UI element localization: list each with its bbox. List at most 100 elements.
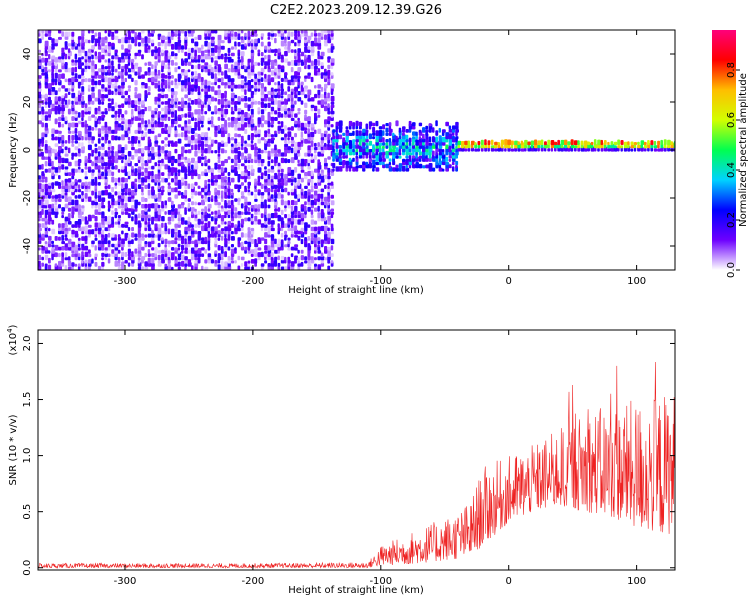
spectrogram-cell — [382, 145, 385, 149]
spectrogram-cell — [345, 126, 349, 130]
spectrogram-cell — [317, 217, 321, 222]
spectrogram-cell — [117, 155, 122, 160]
spectrogram-cell — [121, 65, 125, 70]
spectrogram-cell — [362, 161, 366, 166]
spectrogram-cell — [157, 69, 161, 76]
spectrogram-cell — [210, 211, 214, 215]
spectrogram-cell — [204, 111, 208, 115]
spectrogram-cell — [121, 81, 125, 86]
spectrogram-cell — [38, 191, 41, 196]
spectrogram-cell — [307, 64, 311, 70]
spectrogram-cell — [51, 128, 56, 134]
spectrogram-cell — [310, 256, 314, 261]
spectrogram-cell — [38, 32, 41, 37]
spectrogram-cell — [97, 32, 101, 37]
spectrogram-cell — [144, 167, 148, 173]
spectrogram-cell — [111, 166, 115, 170]
spectrogram-cell — [257, 148, 261, 154]
spectrogram-cell — [220, 235, 224, 241]
spectrogram-cell — [455, 125, 459, 130]
spectrogram-cell — [477, 148, 480, 152]
spectrogram-cell — [127, 85, 131, 89]
spectrogram-cell — [224, 98, 227, 102]
spectrogram-cell — [154, 174, 158, 180]
spectrogram-cell — [107, 126, 112, 131]
spectrogram-cell — [111, 78, 115, 83]
spectrogram-cell — [310, 140, 314, 144]
spectrogram-cell — [44, 183, 48, 189]
spectrogram-cell — [184, 120, 188, 125]
spectrogram-cell — [154, 253, 158, 258]
spectrogram-cell — [194, 59, 198, 63]
spectrogram-cell — [144, 106, 147, 112]
spectrogram-cell — [117, 224, 122, 228]
spectrogram-cell — [240, 51, 245, 57]
spectrogram-cell — [91, 45, 95, 50]
spectrogram-cell — [38, 78, 41, 83]
spectrogram-cell — [207, 203, 212, 209]
spectrogram-cell — [270, 116, 275, 121]
spectrogram-cell — [524, 144, 527, 149]
spectrogram-cell — [41, 201, 44, 206]
spectrogram-cell — [111, 176, 115, 183]
spectrogram-cell — [287, 228, 292, 232]
spectrogram-cell — [38, 218, 41, 222]
spectrogram-cell — [117, 218, 121, 222]
spectrogram-cell — [294, 247, 298, 251]
spectrogram-cell — [117, 240, 121, 245]
spectrogram-cell — [250, 191, 254, 196]
spectrogram-cell — [405, 139, 409, 143]
spectrogram-cell — [128, 30, 131, 31]
spectrogram-cell — [48, 114, 51, 118]
spectrogram-cell — [81, 95, 85, 102]
spectrogram-cell — [264, 245, 268, 251]
spectrogram-cell — [332, 152, 336, 156]
spectrogram-cell — [74, 146, 79, 151]
spectrogram-cell — [277, 162, 281, 167]
spectrogram-cell — [77, 97, 81, 102]
spectrogram-cell — [237, 151, 241, 157]
spectrogram-cell — [58, 30, 62, 34]
spectrogram-cell — [134, 207, 138, 212]
spectrogram-cell — [111, 55, 115, 60]
spectrogram-cell — [161, 172, 165, 176]
spectrogram-cell — [61, 215, 64, 219]
spectrogram-cell — [438, 148, 443, 153]
spectrogram-cell — [247, 68, 251, 73]
spectrogram-cell — [84, 166, 88, 170]
spectrogram-cell — [207, 64, 212, 70]
colorbar-tick-label: 0.2 — [726, 212, 737, 228]
spectrogram-cell — [317, 237, 321, 241]
spectrogram-cell — [121, 230, 124, 235]
spectrogram-cell — [300, 249, 304, 254]
spectrogram-cell — [54, 39, 59, 44]
spectrogram-cell — [320, 32, 324, 37]
spectrogram-cell — [134, 183, 137, 189]
spectrogram-cell — [114, 178, 118, 183]
spectrogram-cell — [41, 57, 45, 63]
spectrogram-cell — [663, 144, 667, 149]
spectrogram-cell — [197, 224, 201, 228]
spectrogram-cell — [187, 69, 191, 73]
spectrogram-cell — [402, 148, 406, 153]
spectrogram-cell — [210, 259, 214, 264]
spectrogram-cell — [134, 214, 138, 219]
spectrogram-cell — [141, 133, 144, 138]
spectrogram-cell — [264, 175, 267, 180]
spectrogram-cell — [415, 131, 418, 136]
spectrogram-cell — [64, 243, 69, 248]
spectrogram-cell — [244, 246, 248, 251]
x-tick-label: 0 — [506, 276, 512, 287]
spectrogram-cell — [244, 65, 247, 70]
spectrogram-cell — [284, 236, 287, 241]
spectrogram-cell — [167, 116, 171, 121]
spectrogram-cell — [181, 149, 185, 154]
spectrogram-cell — [277, 121, 281, 125]
spectrogram-cell — [174, 125, 177, 131]
spectrogram-cell — [220, 77, 224, 82]
spectrogram-cell — [277, 192, 281, 196]
spectrogram-cell — [388, 165, 392, 169]
spectrogram-cell — [151, 130, 155, 134]
spectrogram-cell — [537, 140, 542, 146]
spectrogram-cell — [87, 139, 91, 144]
